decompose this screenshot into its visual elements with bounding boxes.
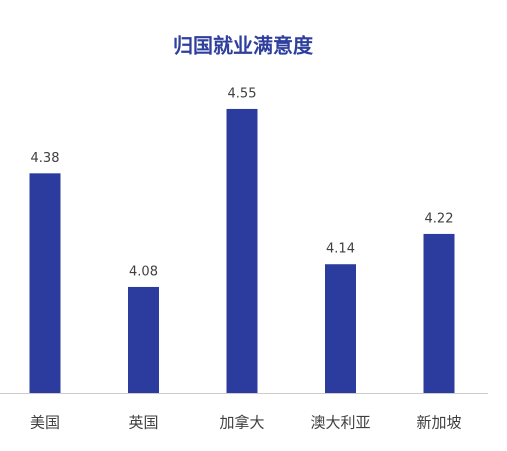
x-tick-label: 英国	[128, 414, 158, 432]
bar	[423, 233, 455, 393]
x-tick-label: 美国	[30, 414, 60, 432]
data-label: 4.22	[425, 211, 454, 226]
data-label: 4.14	[326, 242, 355, 257]
x-tick-label: 澳大利亚	[310, 414, 370, 432]
x-tick-label: 加拿大	[219, 414, 264, 432]
data-label: 4.38	[31, 151, 60, 166]
bar	[325, 264, 356, 393]
bar	[29, 173, 61, 393]
bar	[128, 286, 159, 393]
data-label: 4.08	[129, 264, 158, 279]
data-label: 4.55	[228, 86, 257, 101]
chart-title: 归国就业满意度	[173, 34, 314, 58]
bar	[226, 108, 258, 393]
x-tick-label: 新加坡	[416, 414, 461, 432]
